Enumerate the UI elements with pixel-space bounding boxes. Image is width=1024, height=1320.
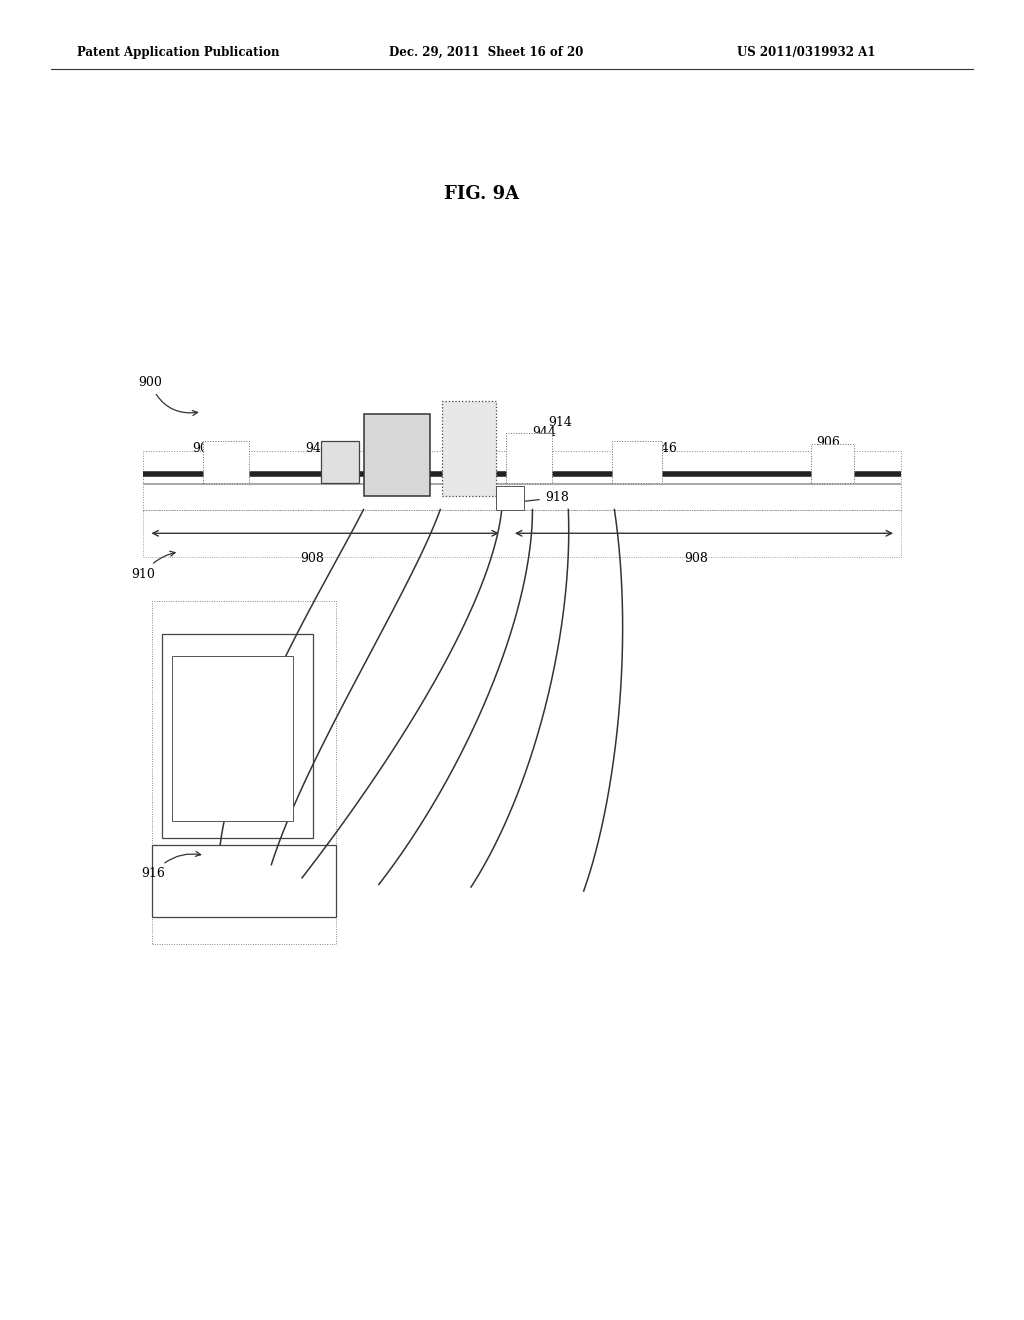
Bar (152, 845, 336, 917)
Bar (811, 444, 854, 483)
Text: 914: 914 (536, 416, 571, 442)
Text: 946: 946 (639, 442, 677, 467)
Text: FIG. 9A: FIG. 9A (443, 185, 519, 203)
Text: 904: 904 (193, 442, 220, 469)
Bar (612, 441, 662, 483)
Text: Dec. 29, 2011  Sheet 16 of 20: Dec. 29, 2011 Sheet 16 of 20 (389, 46, 584, 59)
Text: 908: 908 (684, 552, 709, 565)
Text: 912: 912 (454, 403, 477, 434)
Text: 944: 944 (525, 426, 556, 454)
Bar (321, 441, 359, 483)
Bar (506, 433, 552, 483)
Bar (203, 441, 249, 483)
Bar (162, 634, 313, 838)
Text: 916: 916 (141, 851, 201, 880)
Text: 908: 908 (300, 552, 325, 565)
Text: Patent Application Publication: Patent Application Publication (77, 46, 280, 59)
Bar (143, 510, 901, 557)
Text: 918: 918 (514, 491, 568, 504)
Bar (442, 401, 496, 496)
Text: 910: 910 (131, 552, 175, 581)
Text: 900: 900 (138, 376, 198, 416)
Text: 942: 942 (305, 442, 336, 467)
Text: 902: 902 (369, 432, 392, 450)
Bar (496, 486, 524, 510)
Text: US 2011/0319932 A1: US 2011/0319932 A1 (737, 46, 876, 59)
Bar (172, 656, 293, 821)
Bar (364, 414, 430, 496)
Bar (152, 601, 336, 944)
Text: 906: 906 (816, 436, 840, 461)
Bar (143, 451, 901, 510)
